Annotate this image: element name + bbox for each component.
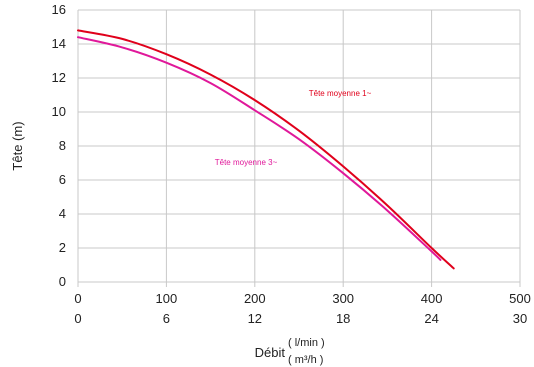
y-tick-label: 2: [59, 240, 66, 255]
x-secondary-tick-label: 12: [248, 311, 262, 326]
series-label-1: Tête moyenne 1~: [309, 89, 372, 98]
x-secondary-tick-labels: 0 6 12 18 24 30: [74, 311, 527, 326]
x-secondary-tick-label: 6: [163, 311, 170, 326]
x-tick-label: 100: [156, 291, 178, 306]
x-secondary-tick-label: 0: [74, 311, 81, 326]
y-tick-label: 12: [52, 70, 66, 85]
y-tick-label: 16: [52, 2, 66, 17]
x-tick-label: 0: [74, 291, 81, 306]
x-tick-label: 500: [509, 291, 531, 306]
series-line-1: [77, 29, 455, 270]
series-label-2: Tête moyenne 3~: [215, 158, 278, 167]
x-secondary-tick-label: 24: [424, 311, 438, 326]
x-tick-labels: 0 100 200 300 400 500: [74, 291, 530, 306]
y-tick-label: 4: [59, 206, 66, 221]
series-layer: [77, 29, 455, 270]
y-axis-label: Tête (m): [10, 121, 25, 170]
x-axis-label: Débit: [255, 345, 286, 360]
x-secondary-tick-label: 18: [336, 311, 350, 326]
x-unit-secondary: ( m³/h ): [288, 354, 323, 366]
x-unit-primary: ( l/min ): [288, 337, 325, 349]
x-tick-label: 400: [421, 291, 443, 306]
y-tick-label: 6: [59, 172, 66, 187]
y-tick-label: 0: [59, 274, 66, 289]
y-tick-labels: 0 2 4 6 8 10 12 14 16: [52, 2, 66, 289]
x-tick-label: 200: [244, 291, 266, 306]
grid: [77, 9, 521, 287]
y-tick-label: 14: [52, 36, 66, 51]
series-line-2: [77, 36, 442, 261]
y-tick-label: 8: [59, 138, 66, 153]
x-tick-label: 300: [332, 291, 354, 306]
x-secondary-tick-label: 30: [513, 311, 527, 326]
y-tick-label: 10: [52, 104, 66, 119]
